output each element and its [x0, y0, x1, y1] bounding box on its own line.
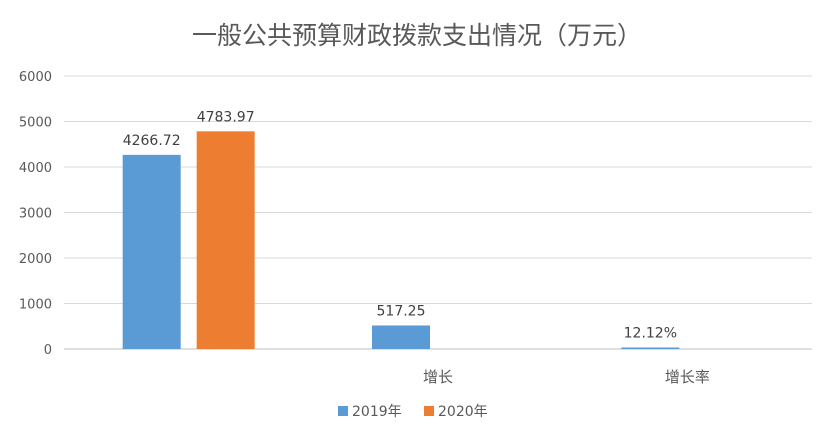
legend-swatch [424, 406, 434, 416]
data-label: 12.12% [624, 326, 677, 342]
y-tick-label: 3000 [19, 207, 52, 222]
bar [372, 325, 430, 349]
bar [621, 347, 680, 349]
data-label: 4783.97 [197, 109, 255, 125]
bar [196, 131, 255, 349]
bars [122, 131, 680, 349]
legend-label: 2020年 [438, 404, 488, 420]
data-label: 4266.72 [123, 133, 181, 149]
x-axis-category-labels: 增长 增长率 [423, 368, 710, 386]
y-tick-label: 6000 [19, 70, 52, 85]
legend-label: 2019年 [352, 404, 402, 420]
bar [122, 154, 181, 349]
x-category-label: 增长 [423, 368, 453, 386]
data-labels: 4266.72 4783.97 517.25 12.12% [123, 109, 677, 341]
y-axis-tick-labels: 0 1000 2000 3000 4000 5000 6000 [19, 70, 52, 358]
y-tick-label: 1000 [19, 298, 52, 313]
y-tick-label: 0 [44, 343, 52, 358]
y-tick-label: 4000 [19, 161, 52, 176]
y-tick-label: 2000 [19, 252, 52, 267]
legend-swatch [338, 406, 348, 416]
data-label: 517.25 [377, 303, 426, 319]
gridlines [64, 75, 812, 350]
chart-title: 一般公共预算财政拨款支出情况（万元） [192, 21, 642, 50]
y-tick-label: 5000 [19, 116, 52, 131]
x-category-label: 增长率 [665, 368, 710, 386]
legend: 2019年 2020年 [338, 404, 488, 420]
